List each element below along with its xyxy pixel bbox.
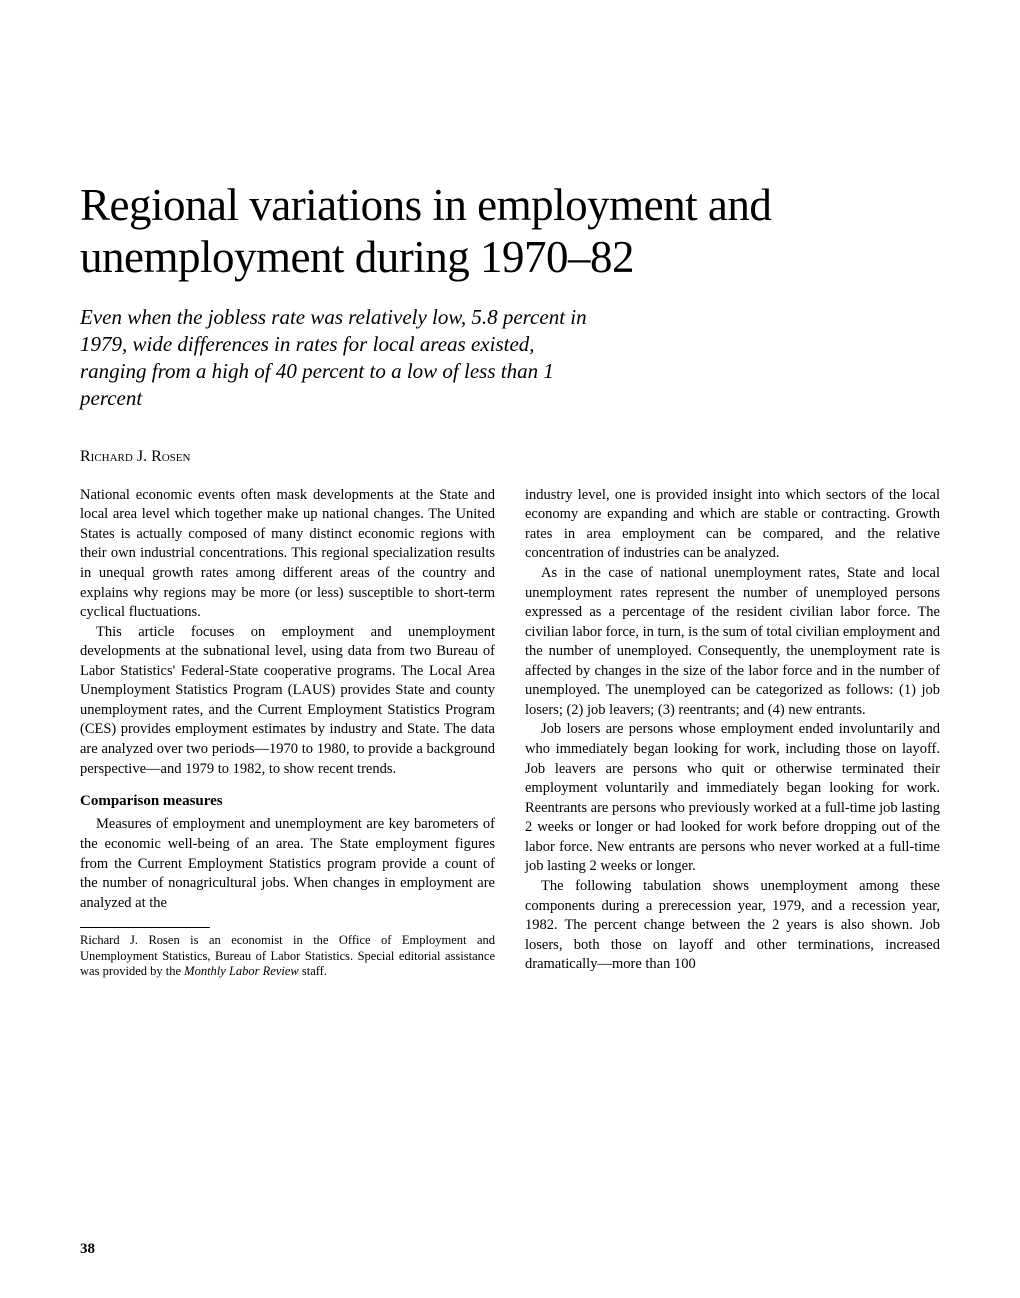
paragraph: Measures of employment and unemployment … [80,815,495,913]
article-title: Regional variations in employment and un… [80,180,940,284]
article-body: National economic events often mask deve… [80,486,940,980]
footnote: Richard J. Rosen is an economist in the … [80,933,495,980]
footnote-rule [80,927,210,928]
paragraph: The following tabulation shows unemploym… [525,877,940,975]
section-heading: Comparison measures [80,791,495,811]
footnote-text: staff. [299,964,327,978]
paragraph: As in the case of national unemployment … [525,564,940,721]
footnote-block: Richard J. Rosen is an economist in the … [80,927,495,980]
article-subtitle: Even when the jobless rate was relativel… [80,304,600,413]
paragraph: National economic events often mask deve… [80,486,495,623]
footnote-italic: Monthly Labor Review [184,964,299,978]
paragraph: Job losers are persons whose employment … [525,720,940,877]
paragraph: industry level, one is provided insight … [525,486,940,564]
author-name: Richard J. Rosen [80,448,940,466]
paragraph: This article focuses on employment and u… [80,623,495,780]
page-number: 38 [80,1241,95,1258]
